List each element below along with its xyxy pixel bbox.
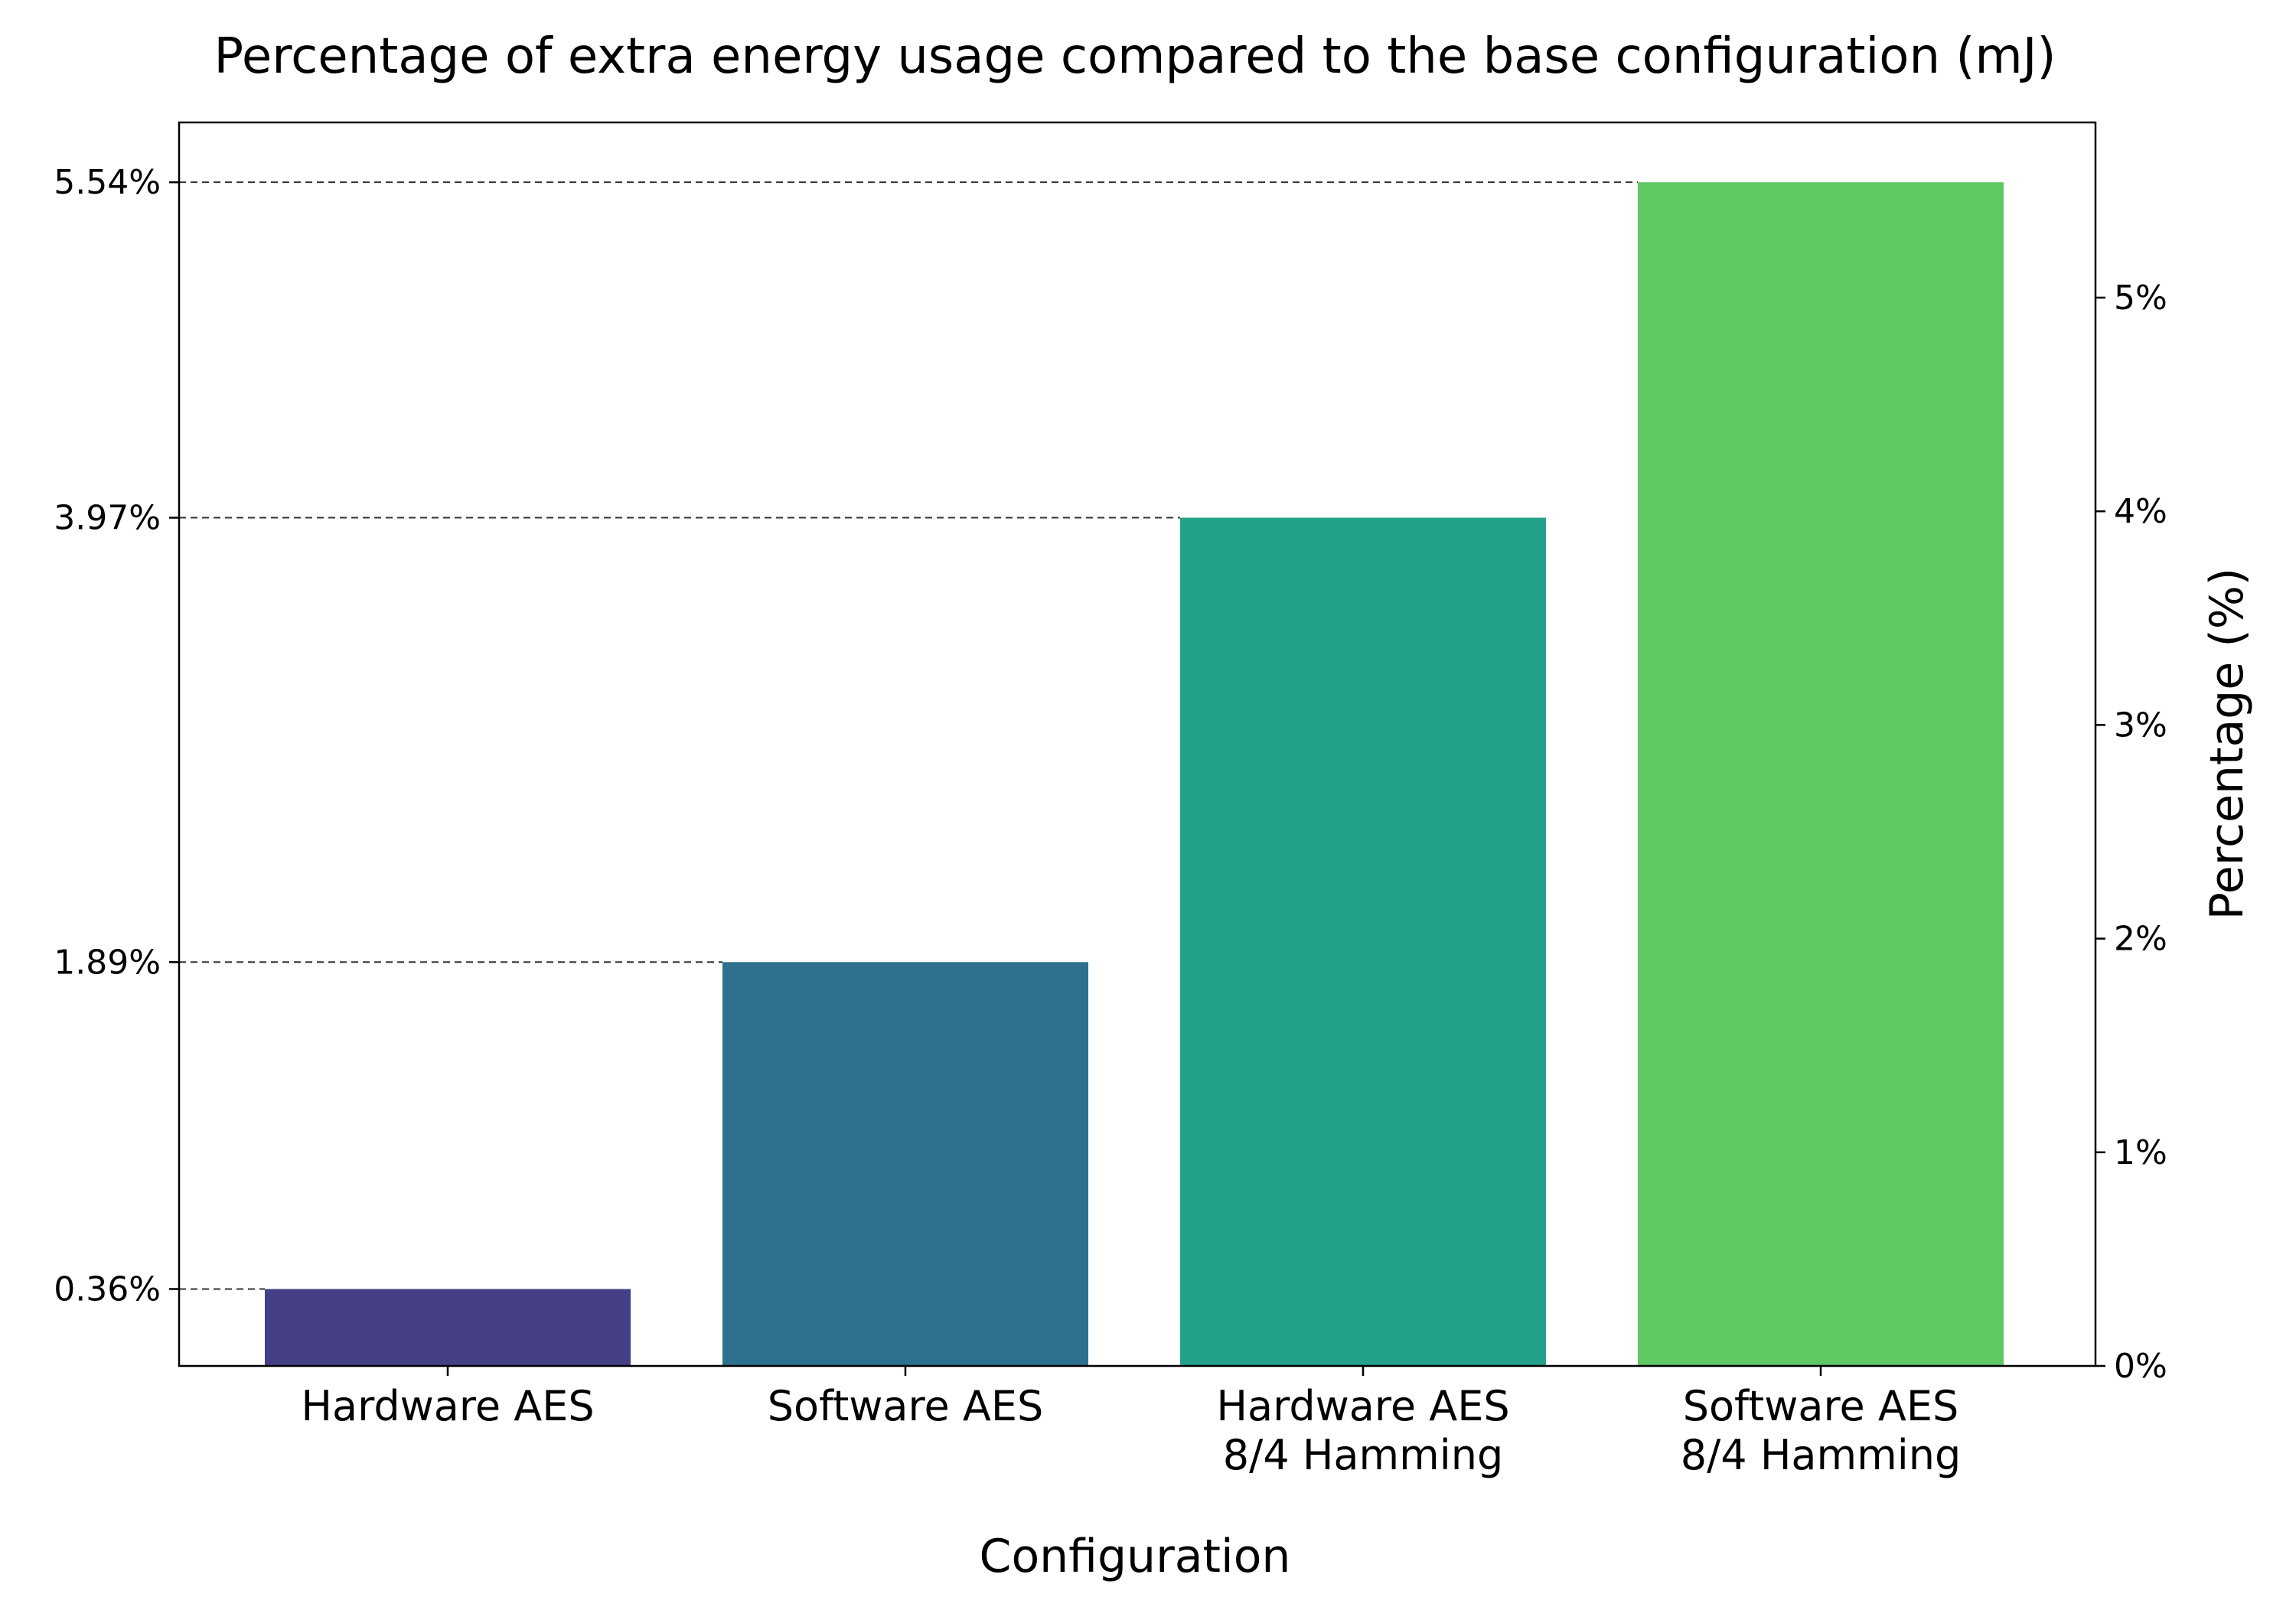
x-tick-label: Hardware AES 8/4 Hamming <box>1216 1382 1509 1479</box>
value-label: 3.97% <box>54 499 161 538</box>
bar-3 <box>1180 517 1546 1366</box>
bars-group <box>265 182 2004 1366</box>
right-axis-ticks: 0% 1% 2% 3% 4% 5% <box>2095 279 2167 1386</box>
value-label: 5.54% <box>54 163 161 202</box>
value-label: 0.36% <box>54 1270 161 1309</box>
right-tick-label: 1% <box>2114 1133 2167 1172</box>
right-tick-label: 5% <box>2114 279 2167 318</box>
reference-lines <box>179 181 1638 1290</box>
x-axis-label: Configuration <box>980 1530 1291 1583</box>
bar-1 <box>265 1289 631 1366</box>
bar-2 <box>722 962 1088 1366</box>
x-tick-label: Software AES 8/4 Hamming <box>1681 1382 1961 1479</box>
right-tick-label: 0% <box>2114 1347 2167 1386</box>
x-tick-label: Hardware AES <box>301 1382 594 1430</box>
x-tick-label: Software AES <box>768 1382 1044 1430</box>
chart-title: Percentage of extra energy usage compare… <box>214 28 2056 85</box>
right-axis-label: Percentage (%) <box>2200 568 2254 920</box>
bar-4 <box>1638 182 2004 1366</box>
value-label: 1.89% <box>54 943 161 982</box>
x-axis-ticks: Hardware AES Software AES Hardware AES 8/4 … <box>301 1366 1961 1479</box>
right-tick-label: 4% <box>2114 492 2167 531</box>
right-tick-label: 3% <box>2114 706 2167 745</box>
plot-frame <box>178 121 2097 1367</box>
right-tick-label: 2% <box>2114 920 2167 959</box>
left-axis-ticks: 0.36% 1.89% 3.97% 5.54% <box>54 163 179 1309</box>
